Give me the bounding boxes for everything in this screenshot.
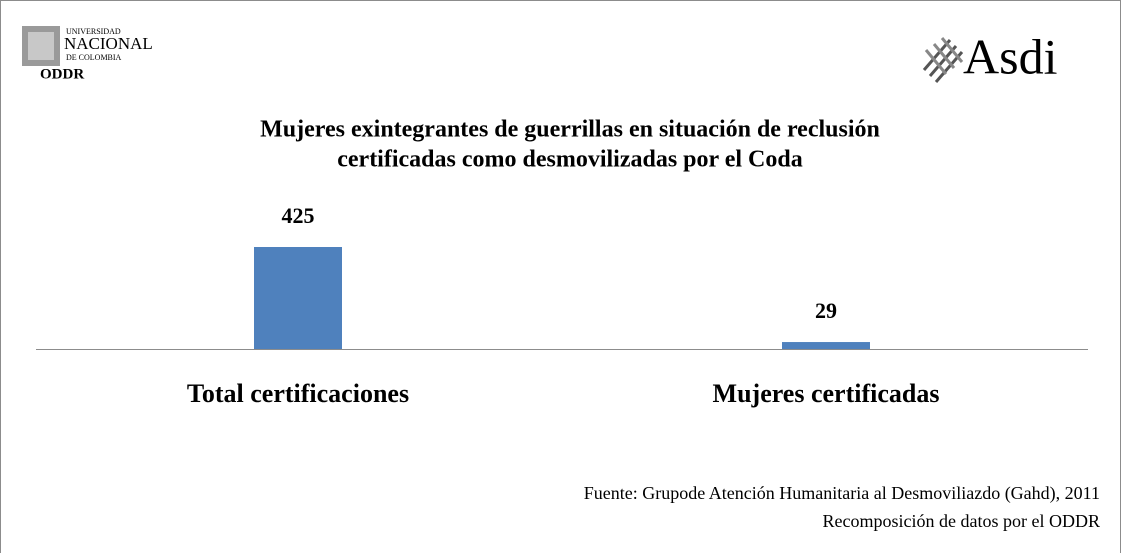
source: Recomposición de datos por el ODDR xyxy=(823,511,1100,531)
value-label: 29 xyxy=(815,298,837,323)
crest-inner xyxy=(28,32,54,60)
logo-text: NACIONAL xyxy=(64,34,153,53)
source: Fuente: Grupode Atención Humanitaria al … xyxy=(584,483,1100,504)
logo-text: DE COLOMBIA xyxy=(66,53,122,62)
logo-text: UNIVERSIDAD xyxy=(66,27,121,36)
logo-right: Asdi xyxy=(922,28,1057,84)
bar xyxy=(254,247,342,349)
logo-pattern xyxy=(922,37,964,83)
chart-title: certificadas como desmovilizadas por el … xyxy=(337,147,803,173)
x-tick-label: Total certificaciones xyxy=(187,379,409,408)
chart-title: Mujeres exintegrantes de guerrillas en s… xyxy=(260,117,880,143)
logo-text: ODDR xyxy=(40,66,84,82)
logo-text: Asdi xyxy=(963,28,1057,84)
value-label: 425 xyxy=(282,203,315,228)
x-tick-label: Mujeres certificadas xyxy=(713,379,940,408)
bar xyxy=(782,342,870,349)
logo-left: UNIVERSIDAD NACIONAL DE COLOMBIA ODDR xyxy=(22,26,153,82)
